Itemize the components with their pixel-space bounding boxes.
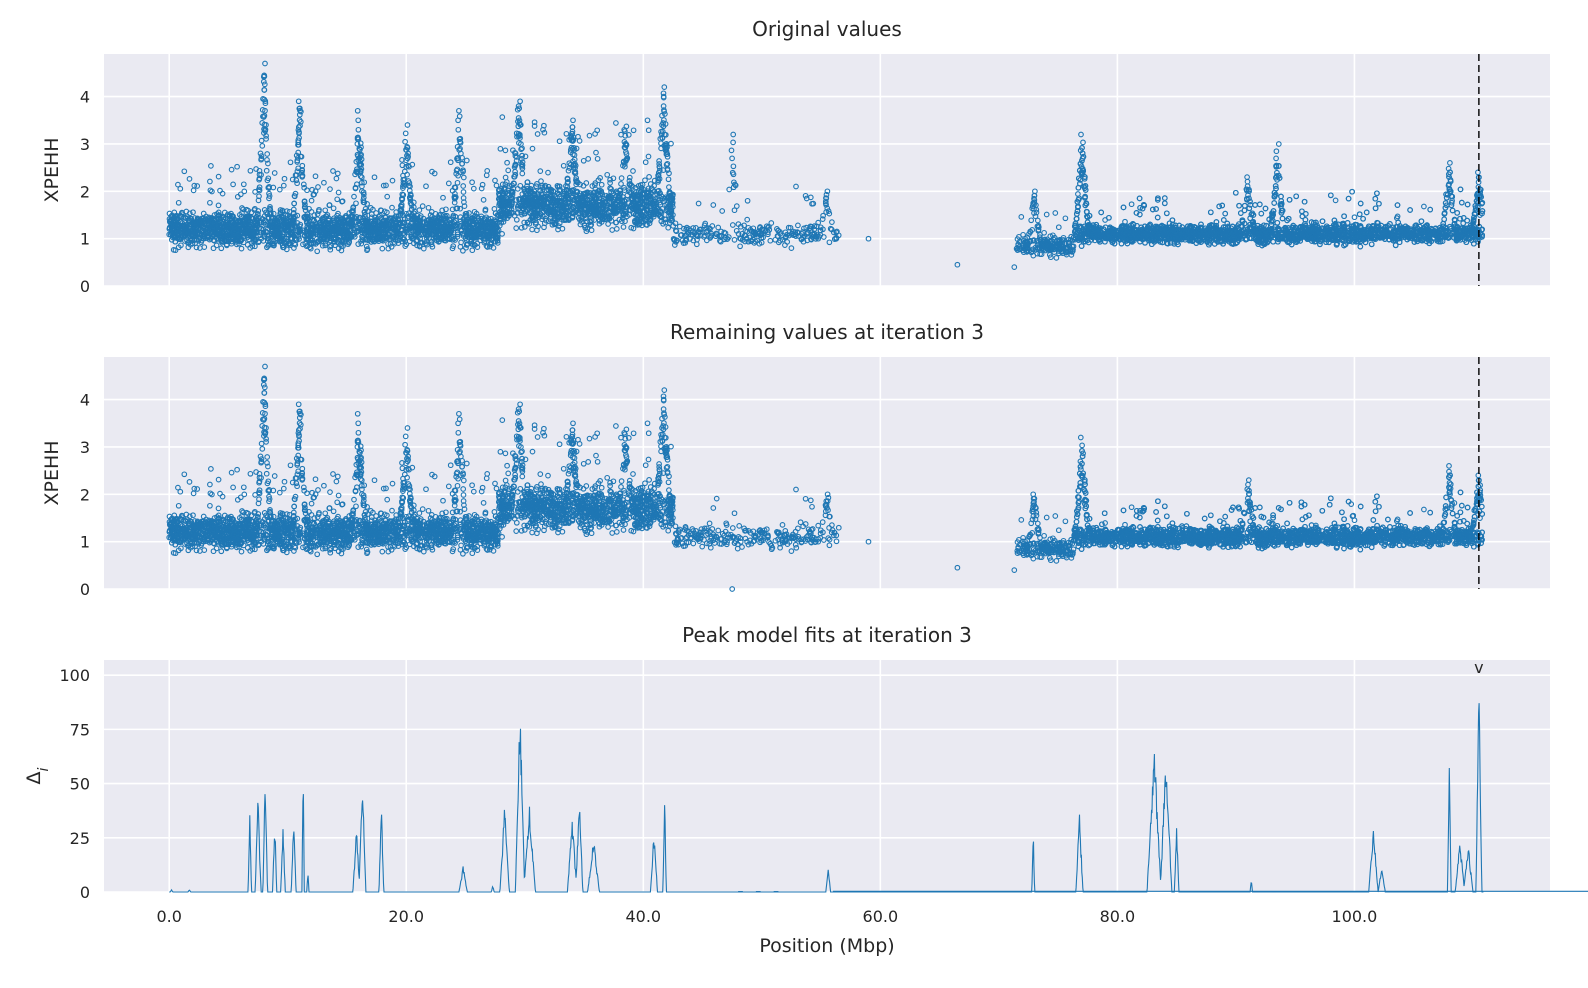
- y-tick-label: 4: [80, 88, 90, 107]
- data-point: [425, 204, 432, 211]
- data-point: [215, 173, 222, 180]
- data-point: [294, 180, 300, 187]
- data-point: [493, 182, 500, 189]
- data-point: [263, 167, 270, 174]
- data-point: [208, 163, 214, 169]
- plot-area: [104, 54, 1550, 286]
- scatter-points: [166, 60, 1486, 270]
- data-point: [228, 166, 235, 173]
- data-point: [310, 240, 317, 247]
- data-point: [453, 205, 460, 212]
- data-point: [333, 175, 340, 182]
- data-point: [190, 209, 196, 216]
- data-point: [355, 241, 362, 247]
- data-point: [334, 196, 341, 203]
- data-point: [440, 194, 446, 201]
- y-tick-label: 2: [80, 182, 90, 201]
- data-point: [391, 240, 398, 247]
- data-point: [457, 205, 463, 212]
- data-point: [258, 153, 265, 159]
- y-tick-label: 1: [80, 230, 90, 249]
- y-tick-label: 0: [80, 277, 90, 296]
- data-point: [469, 247, 476, 254]
- data-point: [484, 244, 491, 250]
- panel-title: Original values: [752, 17, 902, 41]
- data-point: [247, 167, 254, 174]
- data-point: [460, 247, 466, 254]
- data-point: [479, 181, 486, 188]
- data-point: [186, 176, 193, 182]
- data-point: [289, 176, 296, 183]
- data-point: [264, 151, 271, 157]
- data-point: [463, 157, 470, 164]
- data-point: [469, 179, 475, 186]
- data-point: [389, 204, 395, 211]
- data-point: [330, 168, 336, 174]
- data-point: [379, 245, 386, 252]
- data-point: [266, 193, 273, 199]
- y-tick-label: 3: [80, 135, 90, 154]
- y-axis-label: XPEHH: [41, 137, 63, 202]
- panel-original-values: 0 1 2 3 4 Original values XPEHH: [41, 17, 1550, 296]
- data-point: [389, 177, 396, 184]
- data-point: [371, 174, 378, 181]
- data-point: [218, 245, 225, 252]
